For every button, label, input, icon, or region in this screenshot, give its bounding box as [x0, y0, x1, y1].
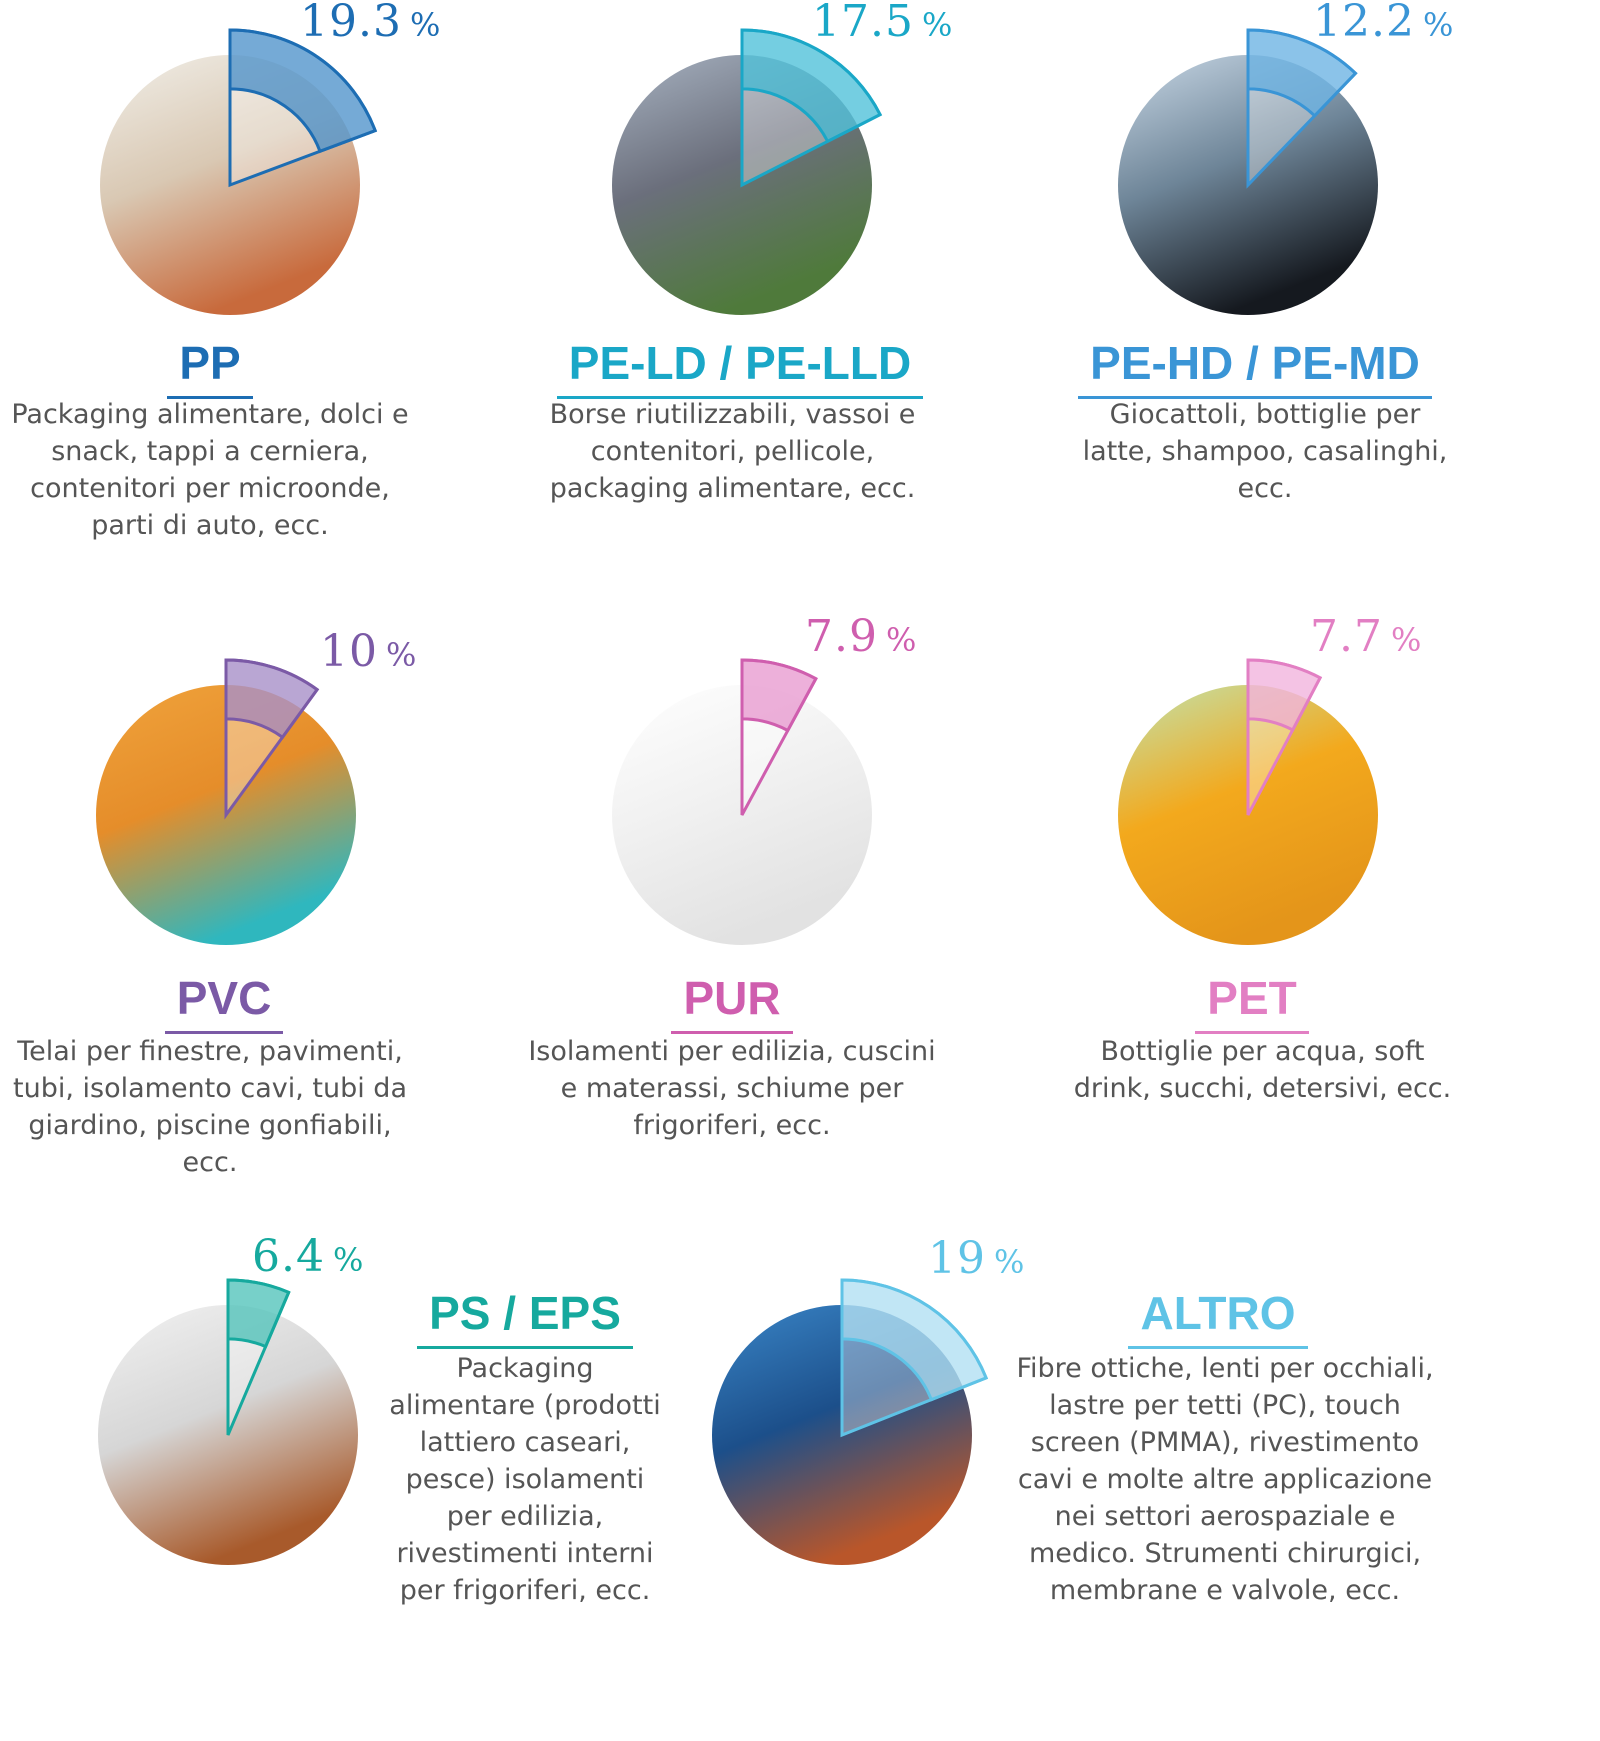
- percent-label: 7.9%: [805, 611, 918, 662]
- pie-slice-band: [224, 658, 320, 740]
- percent-label: 10%: [320, 626, 418, 677]
- pie-figure: [712, 1278, 989, 1565]
- pie-figure: [1118, 28, 1378, 315]
- category-description: Isolamenti per edilizia, cuscini e mater…: [528, 1036, 936, 1141]
- category-title: PS / EPS: [325, 1290, 725, 1359]
- category-description: Borse riutilizzabili, vassoi e contenito…: [549, 399, 916, 504]
- category-description: Giocattoli, bottiglie per latte, shampoo…: [1082, 399, 1448, 504]
- pie-figure: [612, 28, 883, 315]
- percent-label: 12.2%: [1313, 0, 1455, 47]
- pie-slice-band: [840, 1278, 989, 1402]
- category-title: PE-HD / PE-MD: [1045, 340, 1465, 409]
- category-title: PP: [0, 340, 420, 409]
- category-title: PVC: [14, 975, 434, 1044]
- category-description: Fibre ottiche, lenti per occhiali, lastr…: [1016, 1353, 1434, 1606]
- pie-figure: [1118, 658, 1378, 945]
- percent-label: 19.3%: [300, 0, 442, 47]
- percent-label: 17.5%: [812, 0, 954, 47]
- category-description: Bottiglie per acqua, soft drink, succhi,…: [1073, 1036, 1452, 1104]
- pie-slice-band: [740, 28, 883, 144]
- percent-label: 19%: [928, 1233, 1026, 1284]
- pie-slice-band: [228, 28, 378, 154]
- percent-label: 6.4%: [252, 1231, 365, 1282]
- pie-slice-band: [1246, 28, 1358, 118]
- pie-slice-band: [1246, 658, 1323, 732]
- pie-slice-band: [226, 1278, 291, 1349]
- category-title: PET: [1042, 975, 1462, 1044]
- category-description: Telai per finestre, pavimenti, tubi, iso…: [13, 1036, 407, 1178]
- category-title: ALTRO: [1018, 1290, 1418, 1359]
- category-description: Packaging alimentare, dolci e snack, tap…: [11, 399, 409, 541]
- percent-label: 7.7%: [1310, 611, 1423, 662]
- pie-slice-band: [740, 658, 818, 733]
- category-title: PUR: [522, 975, 942, 1044]
- pie-figure: [98, 1278, 358, 1565]
- category-description: Packaging alimentare (prodotti lattiero …: [389, 1353, 661, 1606]
- pie-figure: [612, 658, 872, 945]
- pie-figure: [96, 658, 356, 945]
- pie-figure: [100, 28, 378, 315]
- category-title: PE-LD / PE-LLD: [530, 340, 950, 409]
